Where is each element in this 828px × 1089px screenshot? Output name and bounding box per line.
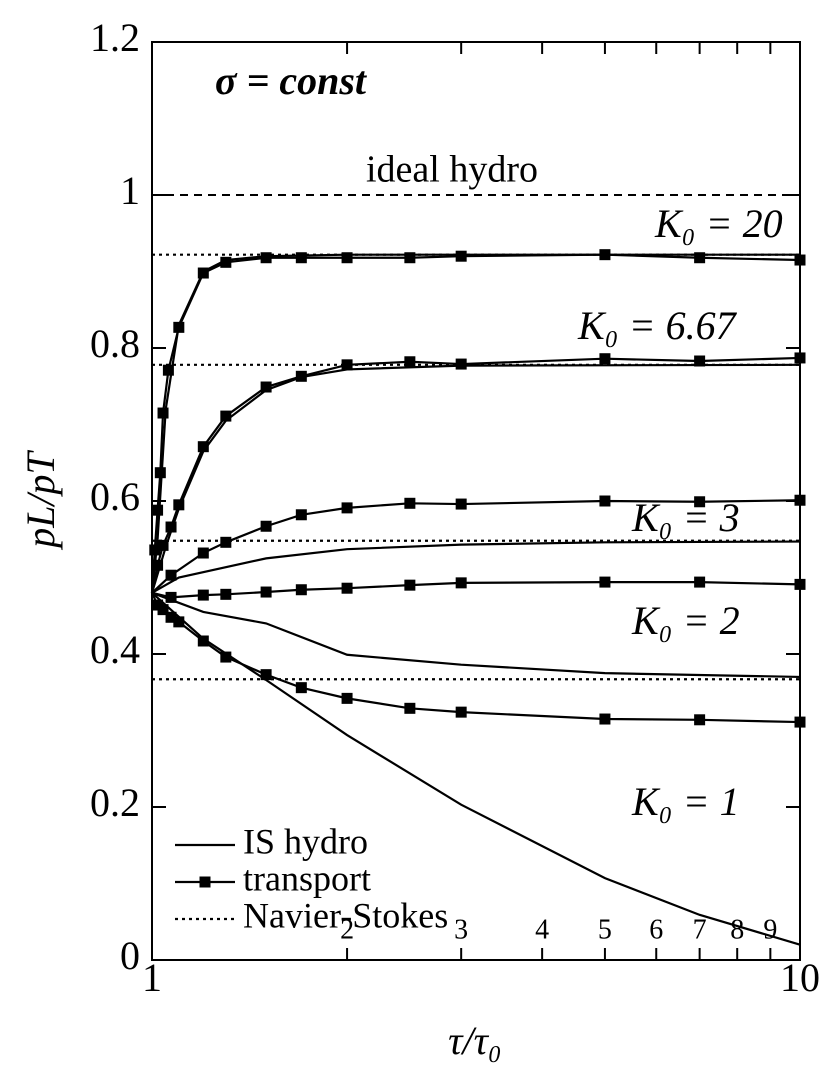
x-tick-label: 4 <box>535 914 549 945</box>
marker <box>794 352 806 364</box>
marker <box>694 496 706 508</box>
marker <box>599 576 611 588</box>
marker <box>173 616 185 628</box>
marker <box>220 410 232 422</box>
series-line <box>150 356 801 594</box>
y-tick-label: 0 <box>120 933 140 978</box>
annotation: K₀ = 1 <box>631 779 740 824</box>
marker <box>404 356 416 368</box>
x-tick-label: 9 <box>763 914 777 945</box>
x-tick-label: 7 <box>693 914 707 945</box>
marker <box>197 635 209 647</box>
marker <box>295 682 307 694</box>
marker <box>599 495 611 507</box>
marker <box>165 521 177 533</box>
marker <box>455 577 467 589</box>
marker <box>295 584 307 596</box>
marker <box>260 520 272 532</box>
legend-label: IS hydro <box>243 821 368 861</box>
marker <box>165 611 177 623</box>
marker <box>341 359 353 371</box>
x-axis-label: τ/τ₀ <box>448 1018 502 1063</box>
marker <box>220 256 232 268</box>
series-line <box>151 591 801 679</box>
x-tick-label: 1 <box>142 955 162 1000</box>
marker <box>295 370 307 382</box>
marker <box>599 713 611 725</box>
marker <box>404 702 416 714</box>
x-tick-label: 8 <box>730 914 744 945</box>
marker <box>794 716 806 728</box>
marker <box>341 502 353 514</box>
marker <box>341 582 353 594</box>
marker <box>404 252 416 264</box>
marker <box>260 381 272 393</box>
x-tick-label: 6 <box>649 914 663 945</box>
legend-label: Navier-Stokes <box>243 895 448 935</box>
marker <box>694 576 706 588</box>
marker <box>694 355 706 367</box>
marker <box>794 578 806 590</box>
marker <box>149 544 161 556</box>
legend-label: transport <box>243 858 371 898</box>
marker <box>220 651 232 663</box>
y-tick-label: 0.6 <box>90 474 140 519</box>
x-tick-label: 2 <box>340 914 354 945</box>
marker <box>165 569 177 581</box>
y-tick-label: 1 <box>120 168 140 213</box>
marker <box>794 494 806 506</box>
marker <box>295 509 307 521</box>
annotation: σ = const <box>215 58 368 103</box>
marker <box>173 499 185 511</box>
marker <box>157 539 169 551</box>
marker <box>220 536 232 548</box>
annotation: K₀ = 3 <box>631 495 740 540</box>
marker <box>260 669 272 681</box>
x-tick-label: 3 <box>454 914 468 945</box>
marker <box>157 604 169 616</box>
marker <box>197 589 209 601</box>
series-line <box>151 591 801 946</box>
marker <box>341 252 353 264</box>
y-tick-label: 0.2 <box>90 780 140 825</box>
marker <box>197 441 209 453</box>
annotation: K₀ = 6.67 <box>577 303 738 348</box>
y-tick-label: 0.8 <box>90 321 140 366</box>
marker <box>173 321 185 333</box>
marker <box>404 579 416 591</box>
series-line <box>151 540 801 594</box>
y-axis-label: pL/pT <box>18 449 63 550</box>
marker <box>220 588 232 600</box>
marker <box>455 250 467 262</box>
y-tick-label: 1.2 <box>90 15 140 60</box>
marker <box>197 547 209 559</box>
annotation: K₀ = 2 <box>631 598 740 643</box>
marker <box>260 252 272 264</box>
marker <box>154 467 166 479</box>
marker <box>694 252 706 264</box>
marker <box>197 267 209 279</box>
marker <box>157 407 169 419</box>
marker <box>341 692 353 704</box>
marker <box>404 497 416 509</box>
marker <box>162 364 174 376</box>
marker <box>295 252 307 264</box>
marker <box>260 586 272 598</box>
marker <box>152 559 164 571</box>
y-tick-label: 0.4 <box>90 627 140 672</box>
x-tick-label: 10 <box>780 955 820 1000</box>
marker <box>455 498 467 510</box>
x-tick-label: 5 <box>598 914 612 945</box>
marker <box>455 706 467 718</box>
reference-label: ideal hydro <box>366 149 538 191</box>
legend-marker <box>199 876 211 888</box>
marker <box>599 353 611 365</box>
marker <box>165 591 177 603</box>
marker <box>599 249 611 261</box>
annotation: K₀ = 20 <box>654 201 783 246</box>
marker <box>152 504 164 516</box>
marker <box>694 714 706 726</box>
marker <box>794 254 806 266</box>
